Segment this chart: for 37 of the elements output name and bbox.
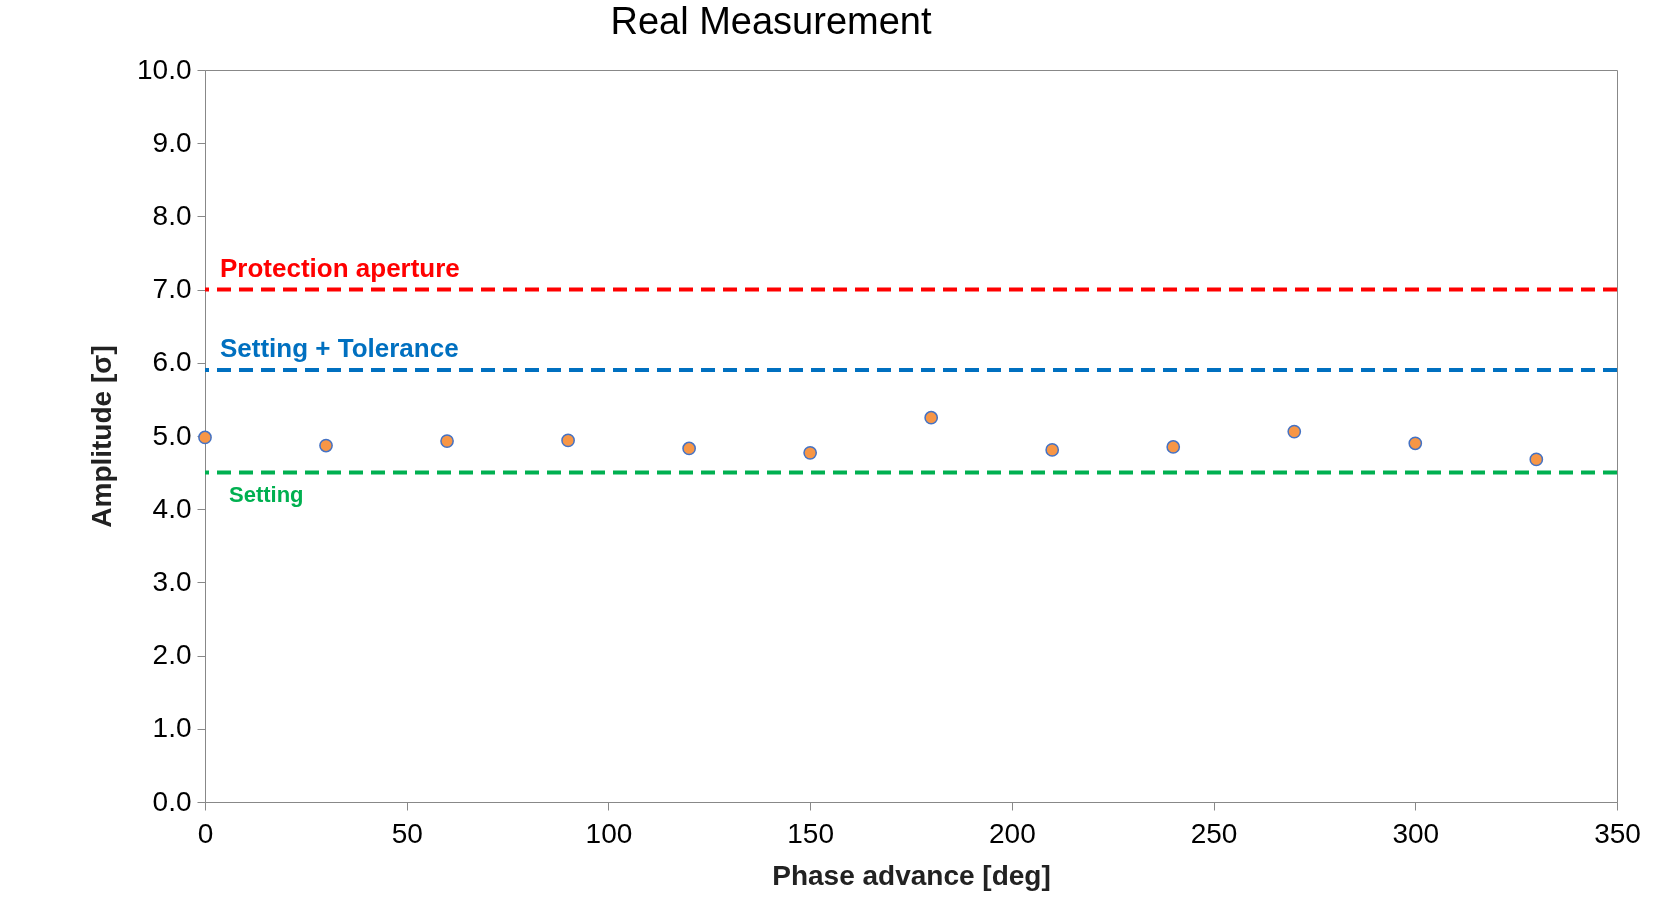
y-tick-label: 9.0	[152, 126, 192, 158]
point	[803, 445, 818, 460]
point	[440, 434, 454, 448]
x-tick-label: 300	[1392, 817, 1440, 849]
x-tick-label: 150	[787, 817, 834, 849]
x-tick-label: 100	[585, 817, 633, 849]
x-tick-label: 200	[989, 817, 1036, 849]
point	[682, 441, 696, 456]
x-tick-label: 50	[391, 817, 423, 849]
point	[561, 433, 575, 448]
x-tick-label: 0	[197, 817, 214, 849]
y-tick-label: 3.0	[152, 565, 192, 597]
y-tick-label: 0.0	[152, 785, 192, 817]
y-axis-title: Amplitude [σ]	[86, 345, 117, 528]
point	[1166, 440, 1181, 454]
y-tick-label: 10.0	[137, 53, 192, 85]
point	[1529, 452, 1544, 467]
ref-line-label: Setting	[229, 481, 304, 507]
point	[198, 430, 212, 445]
point	[1045, 443, 1060, 457]
y-tick-label: 6.0	[152, 346, 192, 378]
y-tick-label: 1.0	[152, 712, 192, 744]
x-tick-label: 250	[1190, 817, 1238, 849]
point	[319, 438, 333, 453]
x-axis-title: Phase advance [deg]	[772, 859, 1051, 891]
ref-line-label: Protection aperture	[220, 252, 460, 283]
point	[924, 410, 939, 425]
chart-title: Real Measurement	[610, 0, 932, 42]
y-tick-label: 4.0	[152, 492, 192, 524]
y-tick-label: 7.0	[152, 273, 192, 305]
y-tick-label: 2.0	[152, 639, 192, 671]
ref-line-label: Setting + Tolerance	[220, 333, 459, 364]
y-tick-label: 8.0	[152, 199, 192, 231]
x-tick-label: 350	[1594, 817, 1641, 849]
point	[1287, 424, 1302, 439]
point	[1408, 436, 1423, 451]
y-tick-label: 5.0	[152, 419, 192, 451]
